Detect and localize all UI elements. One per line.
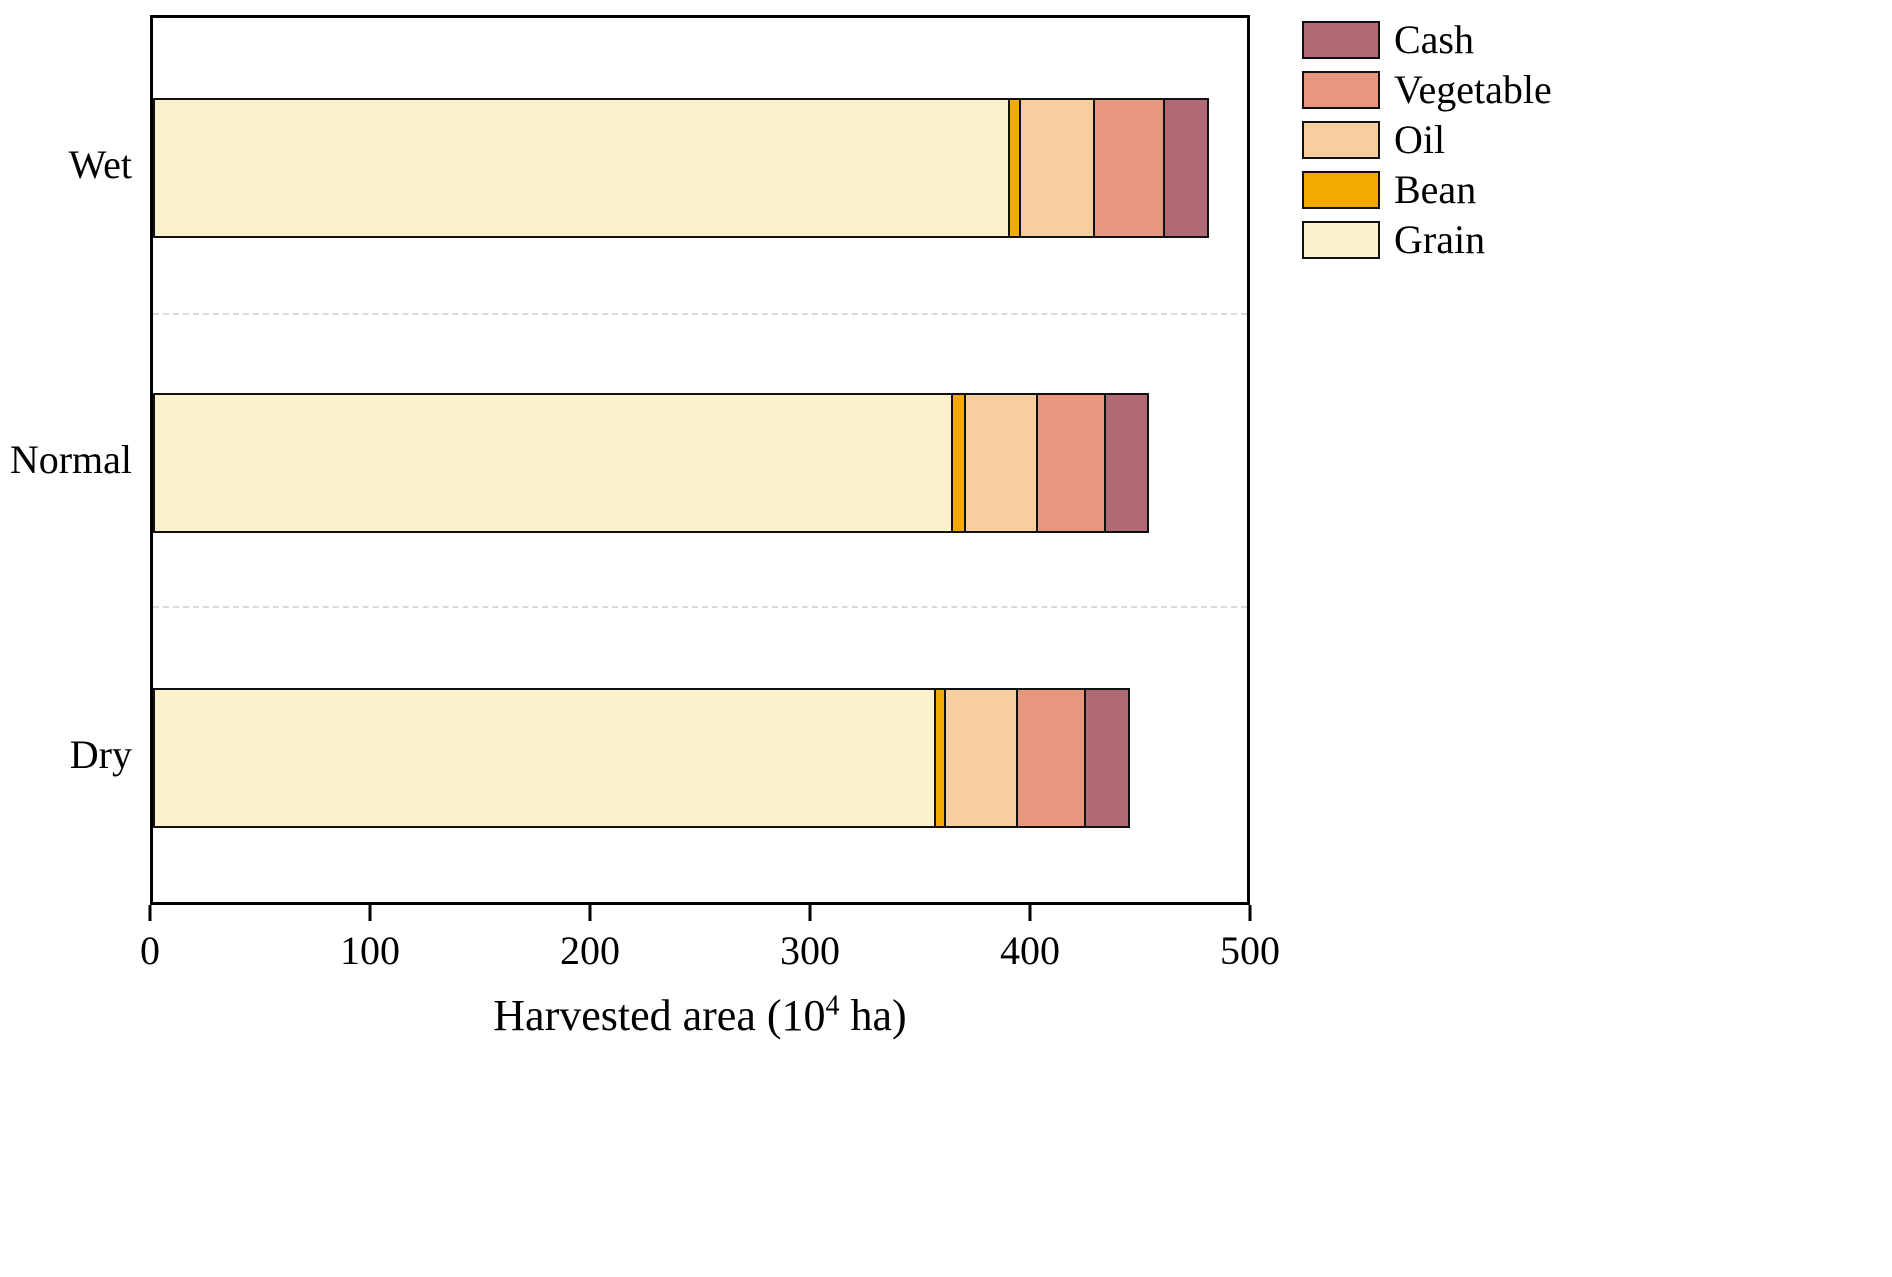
bar-row-wet xyxy=(153,98,1247,238)
legend-swatch-oil xyxy=(1302,121,1380,159)
x-tick-mark-300 xyxy=(808,905,812,921)
y-tick-label-dry: Dry xyxy=(69,732,132,777)
bar-segment-wet-vegetable xyxy=(1092,98,1166,238)
x-tick-label-500: 500 xyxy=(1220,928,1280,973)
legend-label-oil: Oil xyxy=(1394,117,1446,162)
x-tick-label-200: 200 xyxy=(560,928,620,973)
bar-segment-normal-vegetable xyxy=(1036,393,1107,533)
x-axis-title-suffix: ha) xyxy=(839,991,907,1040)
legend-label-vegetable: Vegetable xyxy=(1394,67,1552,112)
legend-item-vegetable: Vegetable xyxy=(1302,70,1552,110)
x-axis-title-prefix: Harvested area (10 xyxy=(493,991,826,1040)
bar-segment-dry-oil xyxy=(944,688,1019,828)
x-axis: 0 100 200 300 400 500 xyxy=(140,905,1280,1015)
legend-swatch-vegetable xyxy=(1302,71,1380,109)
x-tick-label-100: 100 xyxy=(340,928,400,973)
bar-row-dry xyxy=(153,688,1247,828)
bar-segment-wet-grain xyxy=(153,98,1011,238)
x-tick-label-400: 400 xyxy=(1000,928,1060,973)
bar-segment-normal-cash xyxy=(1103,393,1150,533)
x-tick-label-0: 0 xyxy=(140,928,160,973)
x-axis-title-superscript: 4 xyxy=(825,990,840,1022)
bar-segment-normal-oil xyxy=(964,393,1039,533)
bar-segment-wet-cash xyxy=(1162,98,1209,238)
legend-item-oil: Oil xyxy=(1302,120,1552,160)
x-tick-mark-500 xyxy=(1248,905,1252,921)
legend-item-grain: Grain xyxy=(1302,220,1552,260)
bar-segment-normal-grain xyxy=(153,393,954,533)
x-tick-label-300: 300 xyxy=(780,928,840,973)
legend-swatch-cash xyxy=(1302,21,1380,59)
x-tick-mark-100 xyxy=(368,905,372,921)
legend-item-cash: Cash xyxy=(1302,20,1552,60)
legend-swatch-bean xyxy=(1302,171,1380,209)
bar-segment-dry-grain xyxy=(153,688,937,828)
x-tick-mark-400 xyxy=(1028,905,1032,921)
legend-label-cash: Cash xyxy=(1394,17,1474,62)
separator-line xyxy=(153,313,1247,315)
bar-row-normal xyxy=(153,393,1247,533)
bar-segment-dry-vegetable xyxy=(1016,688,1087,828)
separator-line xyxy=(153,606,1247,608)
bar-segment-dry-cash xyxy=(1083,688,1130,828)
legend-item-bean: Bean xyxy=(1302,170,1552,210)
y-tick-label-normal: Normal xyxy=(9,437,132,482)
x-axis-title: Harvested area (104 ha) xyxy=(150,990,1250,1043)
legend-swatch-grain xyxy=(1302,221,1380,259)
x-tick-mark-0 xyxy=(148,905,152,921)
legend-label-bean: Bean xyxy=(1394,167,1477,212)
legend: Cash Vegetable Oil Bean Grain xyxy=(1302,20,1552,260)
legend-label-grain: Grain xyxy=(1394,217,1486,262)
bar-segment-wet-oil xyxy=(1018,98,1096,238)
y-tick-label-wet: Wet xyxy=(68,142,132,187)
plot-area xyxy=(150,15,1250,905)
x-tick-mark-200 xyxy=(588,905,592,921)
